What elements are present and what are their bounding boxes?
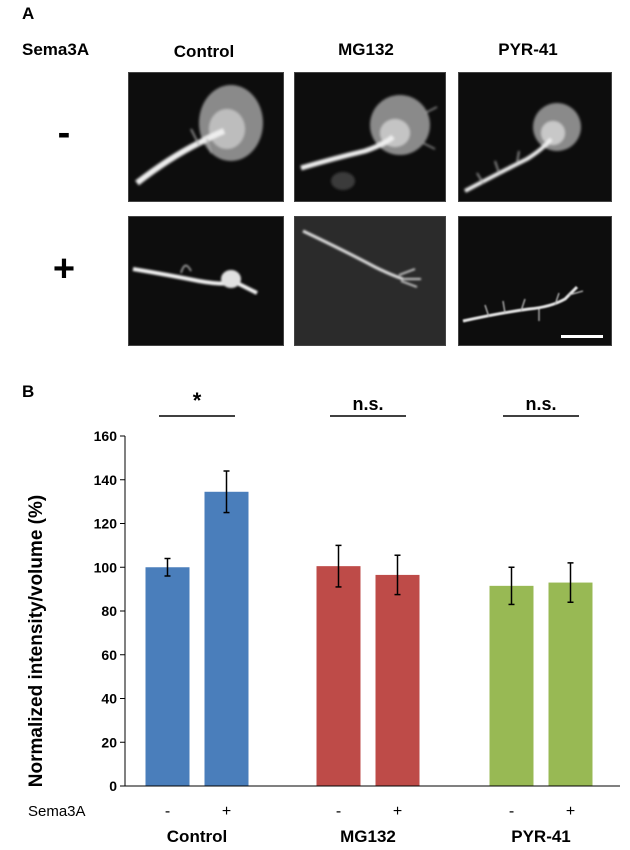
row-sign-minus: - bbox=[57, 112, 71, 154]
significance-label: n.s. bbox=[525, 394, 556, 414]
micrograph-control-plus bbox=[128, 216, 284, 346]
micrograph-pyr41-plus bbox=[458, 216, 612, 346]
x-tick-label: - bbox=[165, 803, 170, 820]
bar bbox=[204, 491, 249, 786]
column-title-pyr41: PYR-41 bbox=[498, 40, 558, 59]
panel-b-label: B bbox=[22, 382, 35, 401]
group-label: Control bbox=[167, 827, 227, 846]
scale-bar bbox=[561, 335, 603, 338]
significance-label: n.s. bbox=[352, 394, 383, 414]
column-title-mg132: MG132 bbox=[338, 40, 394, 59]
micrograph-mg132-plus bbox=[294, 216, 446, 346]
significance-label: * bbox=[193, 388, 202, 413]
row-sign-plus: + bbox=[52, 248, 76, 290]
y-tick-label: 120 bbox=[94, 516, 118, 532]
y-tick-label: 60 bbox=[101, 647, 117, 663]
x-tick-label: + bbox=[222, 803, 231, 820]
panel-a-label: A bbox=[22, 4, 35, 23]
group-label: MG132 bbox=[340, 827, 396, 846]
y-tick-label: 160 bbox=[94, 428, 118, 444]
x-tick-label: + bbox=[566, 803, 575, 820]
bar bbox=[375, 574, 420, 786]
micrograph-pyr41-minus bbox=[458, 72, 612, 202]
y-tick-label: 0 bbox=[109, 778, 117, 794]
x-factor-label: Sema3A bbox=[28, 803, 86, 820]
bar bbox=[145, 567, 190, 786]
y-tick-label: 20 bbox=[101, 734, 117, 750]
y-tick-label: 100 bbox=[94, 559, 118, 575]
y-tick-label: 140 bbox=[94, 472, 118, 488]
y-axis-label: Normalized intensity/volume (%) bbox=[26, 495, 47, 787]
bar bbox=[316, 566, 361, 786]
y-tick-label: 80 bbox=[101, 603, 117, 619]
x-tick-label: - bbox=[336, 803, 341, 820]
bar bbox=[489, 585, 534, 786]
bar-chart: 0 20 40 60 80 100 120 140 160 Normalized intensit… bbox=[26, 388, 620, 846]
micrograph-control-minus bbox=[128, 72, 284, 202]
y-tick-label: 40 bbox=[101, 691, 117, 707]
bar bbox=[548, 582, 593, 786]
micrograph-mg132-minus bbox=[294, 72, 446, 202]
sema3a-row-label: Sema3A bbox=[22, 40, 90, 59]
group-label: PYR-41 bbox=[511, 827, 571, 846]
column-title-control: Control bbox=[173, 42, 235, 61]
x-tick-label: - bbox=[509, 803, 514, 820]
x-tick-label: + bbox=[393, 803, 402, 820]
